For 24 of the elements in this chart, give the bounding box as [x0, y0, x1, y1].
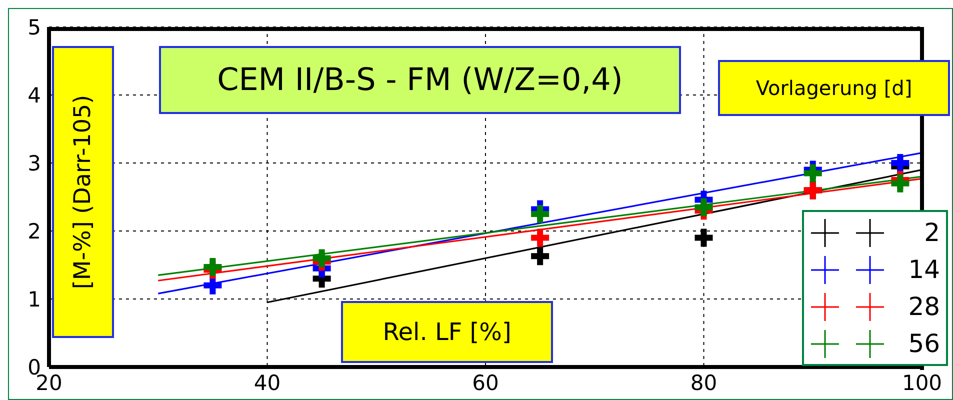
y-tick-label: 5: [28, 15, 41, 40]
point: [312, 249, 331, 268]
point: [694, 228, 713, 247]
point: [204, 276, 222, 294]
point: [891, 174, 910, 192]
point: [694, 198, 713, 216]
point: [531, 247, 550, 266]
y-tick-label: 4: [28, 83, 41, 108]
point: [531, 205, 550, 223]
x-tick-label: 100: [902, 370, 942, 395]
y-tick-label: 3: [28, 151, 41, 176]
point: [531, 228, 550, 247]
legend-label: 2: [923, 218, 940, 247]
y-tick-label: 1: [28, 287, 41, 312]
y-axis-title: [M-%] (Darr-105): [70, 94, 96, 290]
point: [891, 154, 910, 172]
legend-label: 28: [907, 292, 940, 321]
x-tick-label: 40: [254, 370, 281, 395]
point: [804, 164, 822, 182]
y-tick-label: 2: [28, 219, 41, 244]
x-tick-label: 60: [472, 370, 499, 395]
legend-label: 14: [907, 255, 940, 284]
legend-label: 56: [907, 329, 940, 358]
x-tick-label: 80: [690, 370, 718, 395]
